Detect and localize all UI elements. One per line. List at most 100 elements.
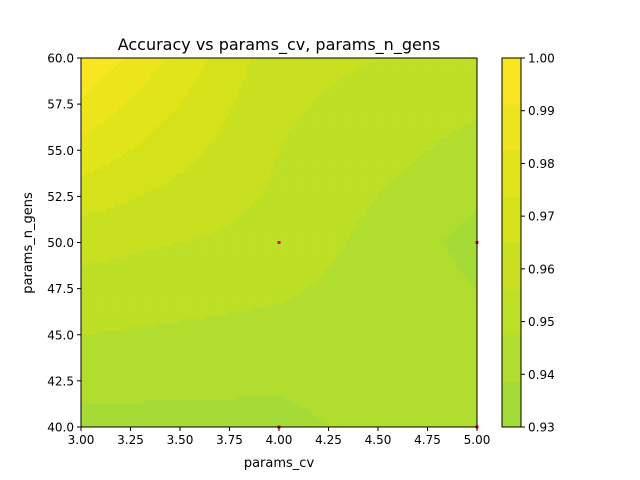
contour-cell <box>134 123 140 128</box>
contour-cell <box>155 88 160 94</box>
contour-cell <box>217 177 222 182</box>
contour-cell <box>336 227 342 232</box>
contour-cell <box>328 227 334 232</box>
contour-cell <box>225 165 231 171</box>
contour-cell <box>270 146 276 151</box>
contour-cell <box>270 127 276 132</box>
contour-cell <box>175 142 181 147</box>
contour-cell <box>250 211 255 217</box>
contour-cell <box>254 61 259 67</box>
contour-cell <box>419 131 424 136</box>
contour-cell <box>307 61 313 67</box>
contour-cell <box>312 223 317 228</box>
contour-cell <box>188 61 193 67</box>
contour-cell <box>130 204 136 209</box>
contour-cell <box>312 242 317 247</box>
contour-cell <box>373 250 379 255</box>
contour-cell <box>394 146 400 151</box>
contour-cell <box>81 146 86 151</box>
contour-cell <box>419 146 424 151</box>
contour-cell <box>85 169 90 174</box>
contour-cell <box>114 111 119 117</box>
contour-cell <box>361 219 367 224</box>
contour-cell <box>328 77 334 82</box>
contour-cell <box>237 207 243 213</box>
contour-cell <box>254 215 259 221</box>
contour-cell <box>444 161 449 167</box>
contour-cell <box>241 157 247 163</box>
contour-cell <box>142 246 148 251</box>
contour-cell <box>452 73 457 78</box>
contour-cell <box>262 69 268 74</box>
contour-cell <box>423 234 429 240</box>
contour-cell <box>398 69 404 74</box>
contour-cell <box>217 242 222 247</box>
contour-cell <box>213 100 218 105</box>
contour-cell <box>378 61 383 67</box>
contour-cell <box>101 219 107 224</box>
contour-cell <box>105 181 111 186</box>
contour-cell <box>340 154 346 159</box>
contour-cell <box>439 100 445 105</box>
contour-cell <box>427 219 433 224</box>
contour-cell <box>163 188 169 194</box>
contour-cell <box>283 238 288 244</box>
contour-cell <box>332 150 338 155</box>
contour-cell <box>468 173 474 178</box>
contour-cell <box>101 154 107 159</box>
contour-cell <box>307 230 313 236</box>
contour-cell <box>114 223 119 228</box>
contour-cell <box>406 123 412 128</box>
contour-cell <box>250 223 255 228</box>
contour-cell <box>312 192 317 197</box>
contour-cell <box>122 111 127 117</box>
contour-cell <box>345 127 350 132</box>
contour-cell <box>287 177 292 182</box>
contour-cell <box>307 73 313 78</box>
contour-cell <box>468 150 474 155</box>
contour-cell <box>439 131 445 136</box>
contour-cell <box>138 104 144 109</box>
contour-cell <box>274 169 280 174</box>
contour-cell <box>406 254 412 259</box>
contour-cell <box>439 181 445 186</box>
contour-cell <box>196 250 202 255</box>
contour-cell <box>192 234 198 240</box>
contour-cell <box>241 58 247 63</box>
contour-cell <box>237 134 243 140</box>
contour-cell <box>250 234 255 240</box>
contour-cell <box>464 150 470 155</box>
contour-cell <box>406 192 412 197</box>
contour-cell <box>345 104 350 109</box>
contour-cell <box>303 81 309 86</box>
contour-cell <box>167 88 173 94</box>
contour-cell <box>448 115 453 121</box>
contour-cell <box>138 246 144 251</box>
contour-cell <box>159 250 165 255</box>
contour-cell <box>390 161 396 167</box>
contour-cell <box>221 169 226 174</box>
contour-cell <box>246 184 251 190</box>
contour-cell <box>270 184 276 190</box>
contour-cell <box>373 230 379 236</box>
contour-cell <box>225 154 231 159</box>
contour-cell <box>452 204 457 209</box>
contour-cell <box>419 77 424 82</box>
contour-cell <box>427 69 433 74</box>
contour-cell <box>208 65 214 71</box>
contour-cell <box>287 134 292 140</box>
contour-cell <box>250 215 255 221</box>
contour-cell <box>411 207 416 213</box>
contour-cell <box>287 127 292 132</box>
contour-cell <box>85 246 90 251</box>
contour-cell <box>279 192 284 197</box>
contour-cell <box>188 173 193 178</box>
contour-cell <box>279 169 284 174</box>
contour-cell <box>448 81 453 86</box>
contour-cell <box>427 73 433 78</box>
contour-cell <box>167 100 173 105</box>
contour-cell <box>303 234 309 240</box>
contour-cell <box>307 200 313 205</box>
contour-cell <box>151 88 156 94</box>
contour-cell <box>295 169 301 174</box>
